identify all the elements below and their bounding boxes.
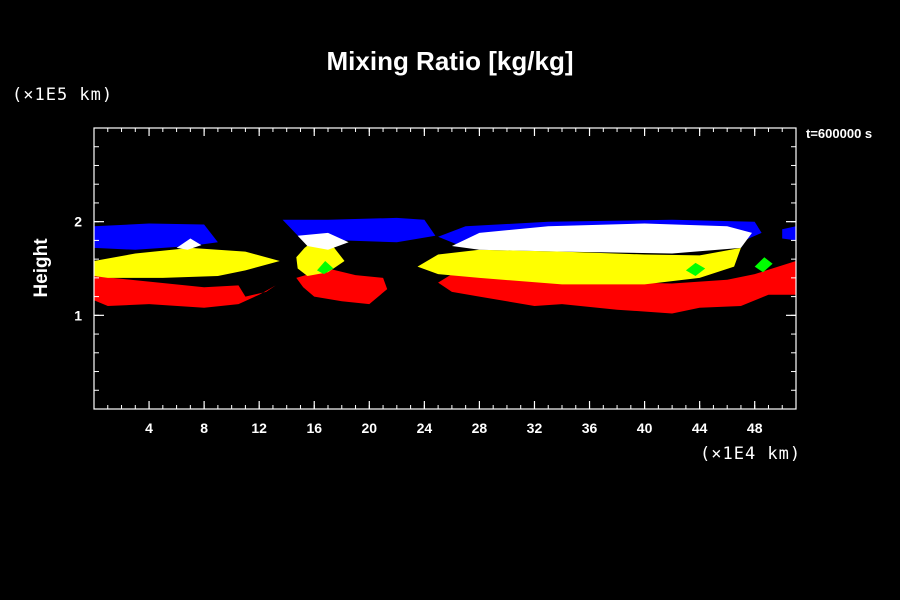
x-tick-label: 28	[472, 420, 488, 436]
time-label: t=600000 s	[806, 126, 873, 141]
field-region-0-2	[438, 261, 796, 314]
field-layers	[94, 217, 796, 314]
y-tick-label: 2	[74, 214, 82, 230]
field-region-3-0	[176, 238, 202, 250]
x-tick-label: 32	[527, 420, 543, 436]
x-tick-label: 4	[145, 420, 153, 436]
x-tick-label: 8	[200, 420, 208, 436]
field-region-4-0	[317, 261, 334, 275]
field-region-4-1	[685, 262, 706, 276]
x-tick-label: 44	[692, 420, 708, 436]
x-axis-unit: (×1E4 km)	[700, 444, 802, 464]
plot-frame	[93, 127, 797, 410]
field-region-0-1	[296, 268, 388, 305]
x-tick-label: 16	[306, 420, 322, 436]
field-region-3-1	[297, 232, 349, 250]
x-tick-label: 40	[637, 420, 653, 436]
field-region-3-2	[451, 223, 752, 254]
field-region-1-1	[296, 240, 345, 276]
field-region-1-2	[417, 247, 741, 285]
x-tick-label: 36	[582, 420, 598, 436]
field-region-2-3	[782, 226, 796, 241]
field-region-1-0	[94, 247, 280, 278]
chart-title: Mixing Ratio [kg/kg]	[326, 46, 574, 76]
x-tick-label: 24	[417, 420, 433, 436]
x-tick-label: 12	[251, 420, 267, 436]
y-tick-label: 1	[74, 307, 82, 323]
field-region-0-0	[94, 276, 276, 308]
field-region-4-2	[754, 257, 773, 273]
x-tick-label: 48	[747, 420, 763, 436]
y-axis-unit: (×1E5 km)	[12, 85, 114, 105]
x-tick-label: 20	[362, 420, 378, 436]
